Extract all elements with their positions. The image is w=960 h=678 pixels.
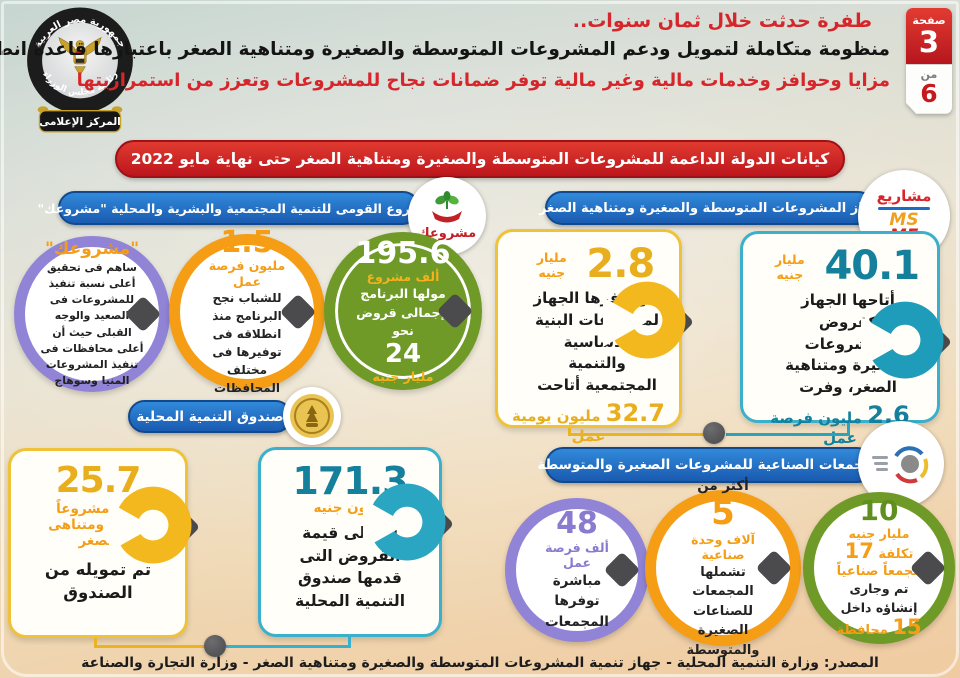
stat-value: 48 <box>556 508 598 540</box>
stat-title: "مشروعك" <box>45 239 139 260</box>
mashrouak-green-stat: 195.6 ألف مشروع مولها البرنامج بإجمالى ق… <box>324 232 482 390</box>
stat-unit-2: مليار جنيه <box>373 369 434 385</box>
mashrouak-orange-stat: 1.5 مليون فرصة عمل للشباب نجح البرنامج م… <box>169 234 325 390</box>
stat-gov-count: 15 <box>892 615 921 639</box>
stat-unit: آلاف وحدة صناعية <box>670 532 776 563</box>
stat-value-2: 24 <box>385 341 421 368</box>
msme-grants-card: 2.8 مليار جنيه منح وفرها الجهاز لمشروعات… <box>495 229 682 428</box>
page-title: منظومة متكاملة لتمويل ودعم المشروعات الم… <box>150 39 890 60</box>
msme-logo-arabic: مشاريع <box>877 188 932 205</box>
sprout-hands-icon <box>426 191 468 225</box>
page-subtitle: مزايا وحوافز وخدمات مالية وغير مالية توف… <box>150 70 890 91</box>
page-current: 3 <box>906 27 952 57</box>
crescent-decoration-icon <box>361 476 457 572</box>
gold-emblem-icon <box>289 393 335 439</box>
header-tagline: طفرة حدثت خلال ثمان سنوات.. <box>150 10 890 32</box>
card-unit: مليار جنيه <box>523 250 581 280</box>
stat-unit: مليون فرصة عمل <box>194 258 300 289</box>
complexes-orange-stat: أكثر من 5 آلاف وحدة صناعية تشملها المجمع… <box>645 490 801 646</box>
source-line: المصدر: وزارة التنمية المحلية - جهاز تنم… <box>0 655 960 671</box>
header-text-block: طفرة حدثت خلال ثمان سنوات.. منظومة متكام… <box>150 10 890 91</box>
stat-text: مباشرة توفرها المجمعات <box>541 571 613 632</box>
page-total: 6 <box>906 81 952 107</box>
stat-complex-count: 17 <box>845 539 874 563</box>
card-unit: مليار جنيه <box>761 252 819 282</box>
card-value: 40.1 <box>824 243 919 289</box>
stat-unit: ألف فرصة عمل <box>542 540 612 571</box>
msmeda-rings-icon <box>868 434 934 494</box>
stat-text: تم وجارى إنشاؤه داخل <box>829 580 929 618</box>
section-title-mashrouak: المشروع القومى للتنمية المجتمعية والبشري… <box>58 191 420 225</box>
connector-line <box>726 433 850 436</box>
stat-text: ساهم فى تحقيق أعلى نسبة تنفيذ للمشروعات … <box>39 260 145 390</box>
fund-projects-card: 25.7 ألف مشروعاً صغيراً ومتناهى الصغر تم… <box>8 448 188 638</box>
section-title-fund: صندوق التنمية المحلية <box>128 400 292 433</box>
stat-value: 195.6 <box>356 238 451 270</box>
stat-gov-label: محافظة <box>836 623 887 638</box>
connector-line <box>568 433 706 436</box>
stat-cost-label: تكلفة <box>878 547 913 562</box>
msme-loans-card: 40.1 مليار جنيه أتاحها الجهاز كقروض للمش… <box>740 231 940 423</box>
emblem-banner-text: المركز الإعلامى <box>39 116 121 128</box>
connector-dot <box>204 635 226 657</box>
stat-value: 1.5 <box>220 227 273 259</box>
crescent-decoration-icon <box>107 479 203 575</box>
fund-loans-card: 171.3 مليون جنيه إجمالى قيمة القروض التى… <box>258 447 442 637</box>
stat-text: تشملها المجمعات للصناعات الصغيرة والمتوس… <box>671 563 775 661</box>
fund-logo <box>283 387 341 445</box>
mashrouak-purple-stat: "مشروعك" ساهم فى تحقيق أعلى نسبة تنفيذ ل… <box>14 236 170 392</box>
connector-line <box>226 645 351 648</box>
connector-dot <box>703 422 725 444</box>
crescent-decoration-icon <box>601 274 697 370</box>
card-text-2: مليون يومية عمل <box>512 407 605 445</box>
stat-complex-label: مجمعاً صناعياً <box>837 564 922 579</box>
complexes-purple-stat: 48 ألف فرصة عمل مباشرة توفرها المجمعات <box>505 498 649 642</box>
page-number-badge: صفحة 3 من 6 <box>906 8 952 114</box>
stat-unit: ألف مشروع <box>367 269 440 285</box>
stat-value: 5 <box>711 496 735 532</box>
stat-value: 10 <box>860 496 899 525</box>
main-banner: كيانات الدولة الداعمة للمشروعات المتوسطة… <box>115 140 845 178</box>
infographic-page: جمهورية مصر العربية رئاسة مجلس الوزراء ا… <box>0 0 960 678</box>
card-value-2: 32.7 <box>606 399 665 427</box>
crescent-decoration-icon <box>859 294 955 390</box>
connector-line <box>94 645 206 648</box>
complexes-green-stat: 10 مليار جنيه تكلفة 17 مجمعاً صناعياً تم… <box>803 492 955 644</box>
section-title-msme: جهاز المشروعات المتوسطة والصغيرة ومتناهي… <box>545 191 875 225</box>
